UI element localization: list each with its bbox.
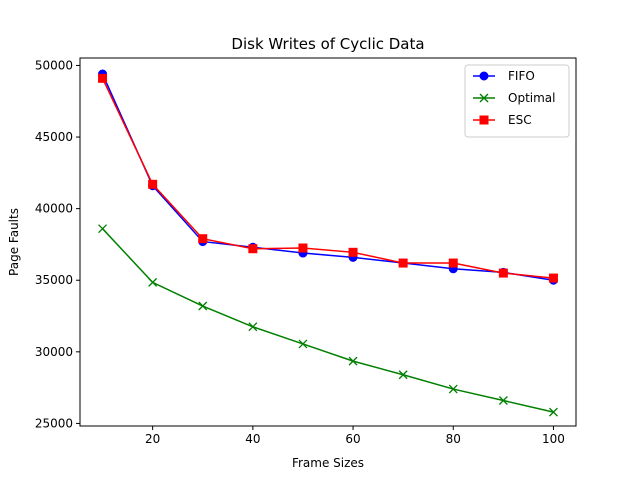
data-point-optimal-stroke	[348, 356, 358, 366]
data-point-esc	[248, 244, 258, 254]
x-tick-label: 80	[446, 432, 461, 446]
data-point-optimal	[348, 356, 358, 366]
data-point-optimal-stroke	[198, 301, 208, 311]
data-point-optimal	[298, 339, 308, 349]
data-point-optimal-stroke	[248, 322, 258, 332]
legend: FIFO Optimal ESC	[464, 64, 570, 138]
data-point-optimal-stroke	[548, 407, 558, 417]
legend-marker-esc	[479, 115, 489, 125]
data-point-esc	[548, 273, 558, 283]
data-point-optimal-stroke	[148, 277, 158, 287]
series-line-optimal	[102, 228, 554, 413]
data-point-esc	[98, 73, 108, 83]
data-point-optimal	[448, 384, 458, 394]
plot-frame	[79, 57, 577, 427]
data-point-optimal-stroke	[448, 384, 458, 394]
series-line-esc	[101, 78, 554, 279]
data-point-esc	[498, 268, 508, 278]
data-point-optimal-stroke	[498, 396, 508, 405]
series-lines	[98, 69, 558, 417]
y-tick-label: 25000	[35, 416, 73, 430]
legend-marker-optimal	[479, 93, 489, 103]
data-point-esc	[398, 258, 408, 268]
data-point-esc	[148, 179, 158, 189]
y-tick-label: 40000	[35, 202, 73, 216]
data-point-optimal	[98, 224, 108, 234]
x-tick-label: 100	[542, 432, 565, 446]
legend-marker-fifo	[479, 71, 489, 81]
data-point-optimal-stroke	[398, 370, 408, 380]
x-tick-label: 20	[145, 432, 160, 446]
data-point-optimal-stroke	[98, 224, 108, 234]
y-tick-label: 35000	[35, 273, 73, 287]
y-axis-label: Page Faults	[7, 208, 21, 276]
x-tick-label: 60	[345, 432, 360, 446]
x-tick-label: 40	[245, 432, 260, 446]
y-tick-label: 50000	[35, 58, 73, 72]
data-point-esc	[348, 247, 358, 257]
chart-title: Disk Writes of Cyclic Data	[231, 35, 424, 53]
data-point-optimal	[248, 322, 258, 332]
legend-marker-optimal-stroke	[479, 93, 489, 103]
y-tick-label: 30000	[35, 345, 73, 359]
data-point-optimal	[498, 396, 508, 405]
x-axis-label: Frame Sizes	[292, 456, 364, 470]
legend-box	[464, 64, 570, 138]
data-point-optimal	[398, 370, 408, 380]
axes: 20 40 60 80 100 25000 30000 35000 40000 45000 5000…	[35, 58, 565, 446]
data-point-optimal	[198, 301, 208, 311]
legend-label-esc: ESC	[508, 113, 532, 127]
data-point-esc	[198, 234, 208, 244]
data-point-optimal-stroke	[298, 339, 308, 349]
legend-label-optimal: Optimal	[508, 91, 555, 105]
data-point-optimal	[148, 277, 158, 287]
legend-label-fifo: FIFO	[508, 69, 535, 83]
data-point-optimal	[548, 407, 558, 417]
data-point-esc	[448, 258, 458, 268]
y-tick-label: 45000	[35, 130, 73, 144]
series-line-fifo	[101, 73, 554, 281]
data-point-esc	[298, 243, 308, 253]
